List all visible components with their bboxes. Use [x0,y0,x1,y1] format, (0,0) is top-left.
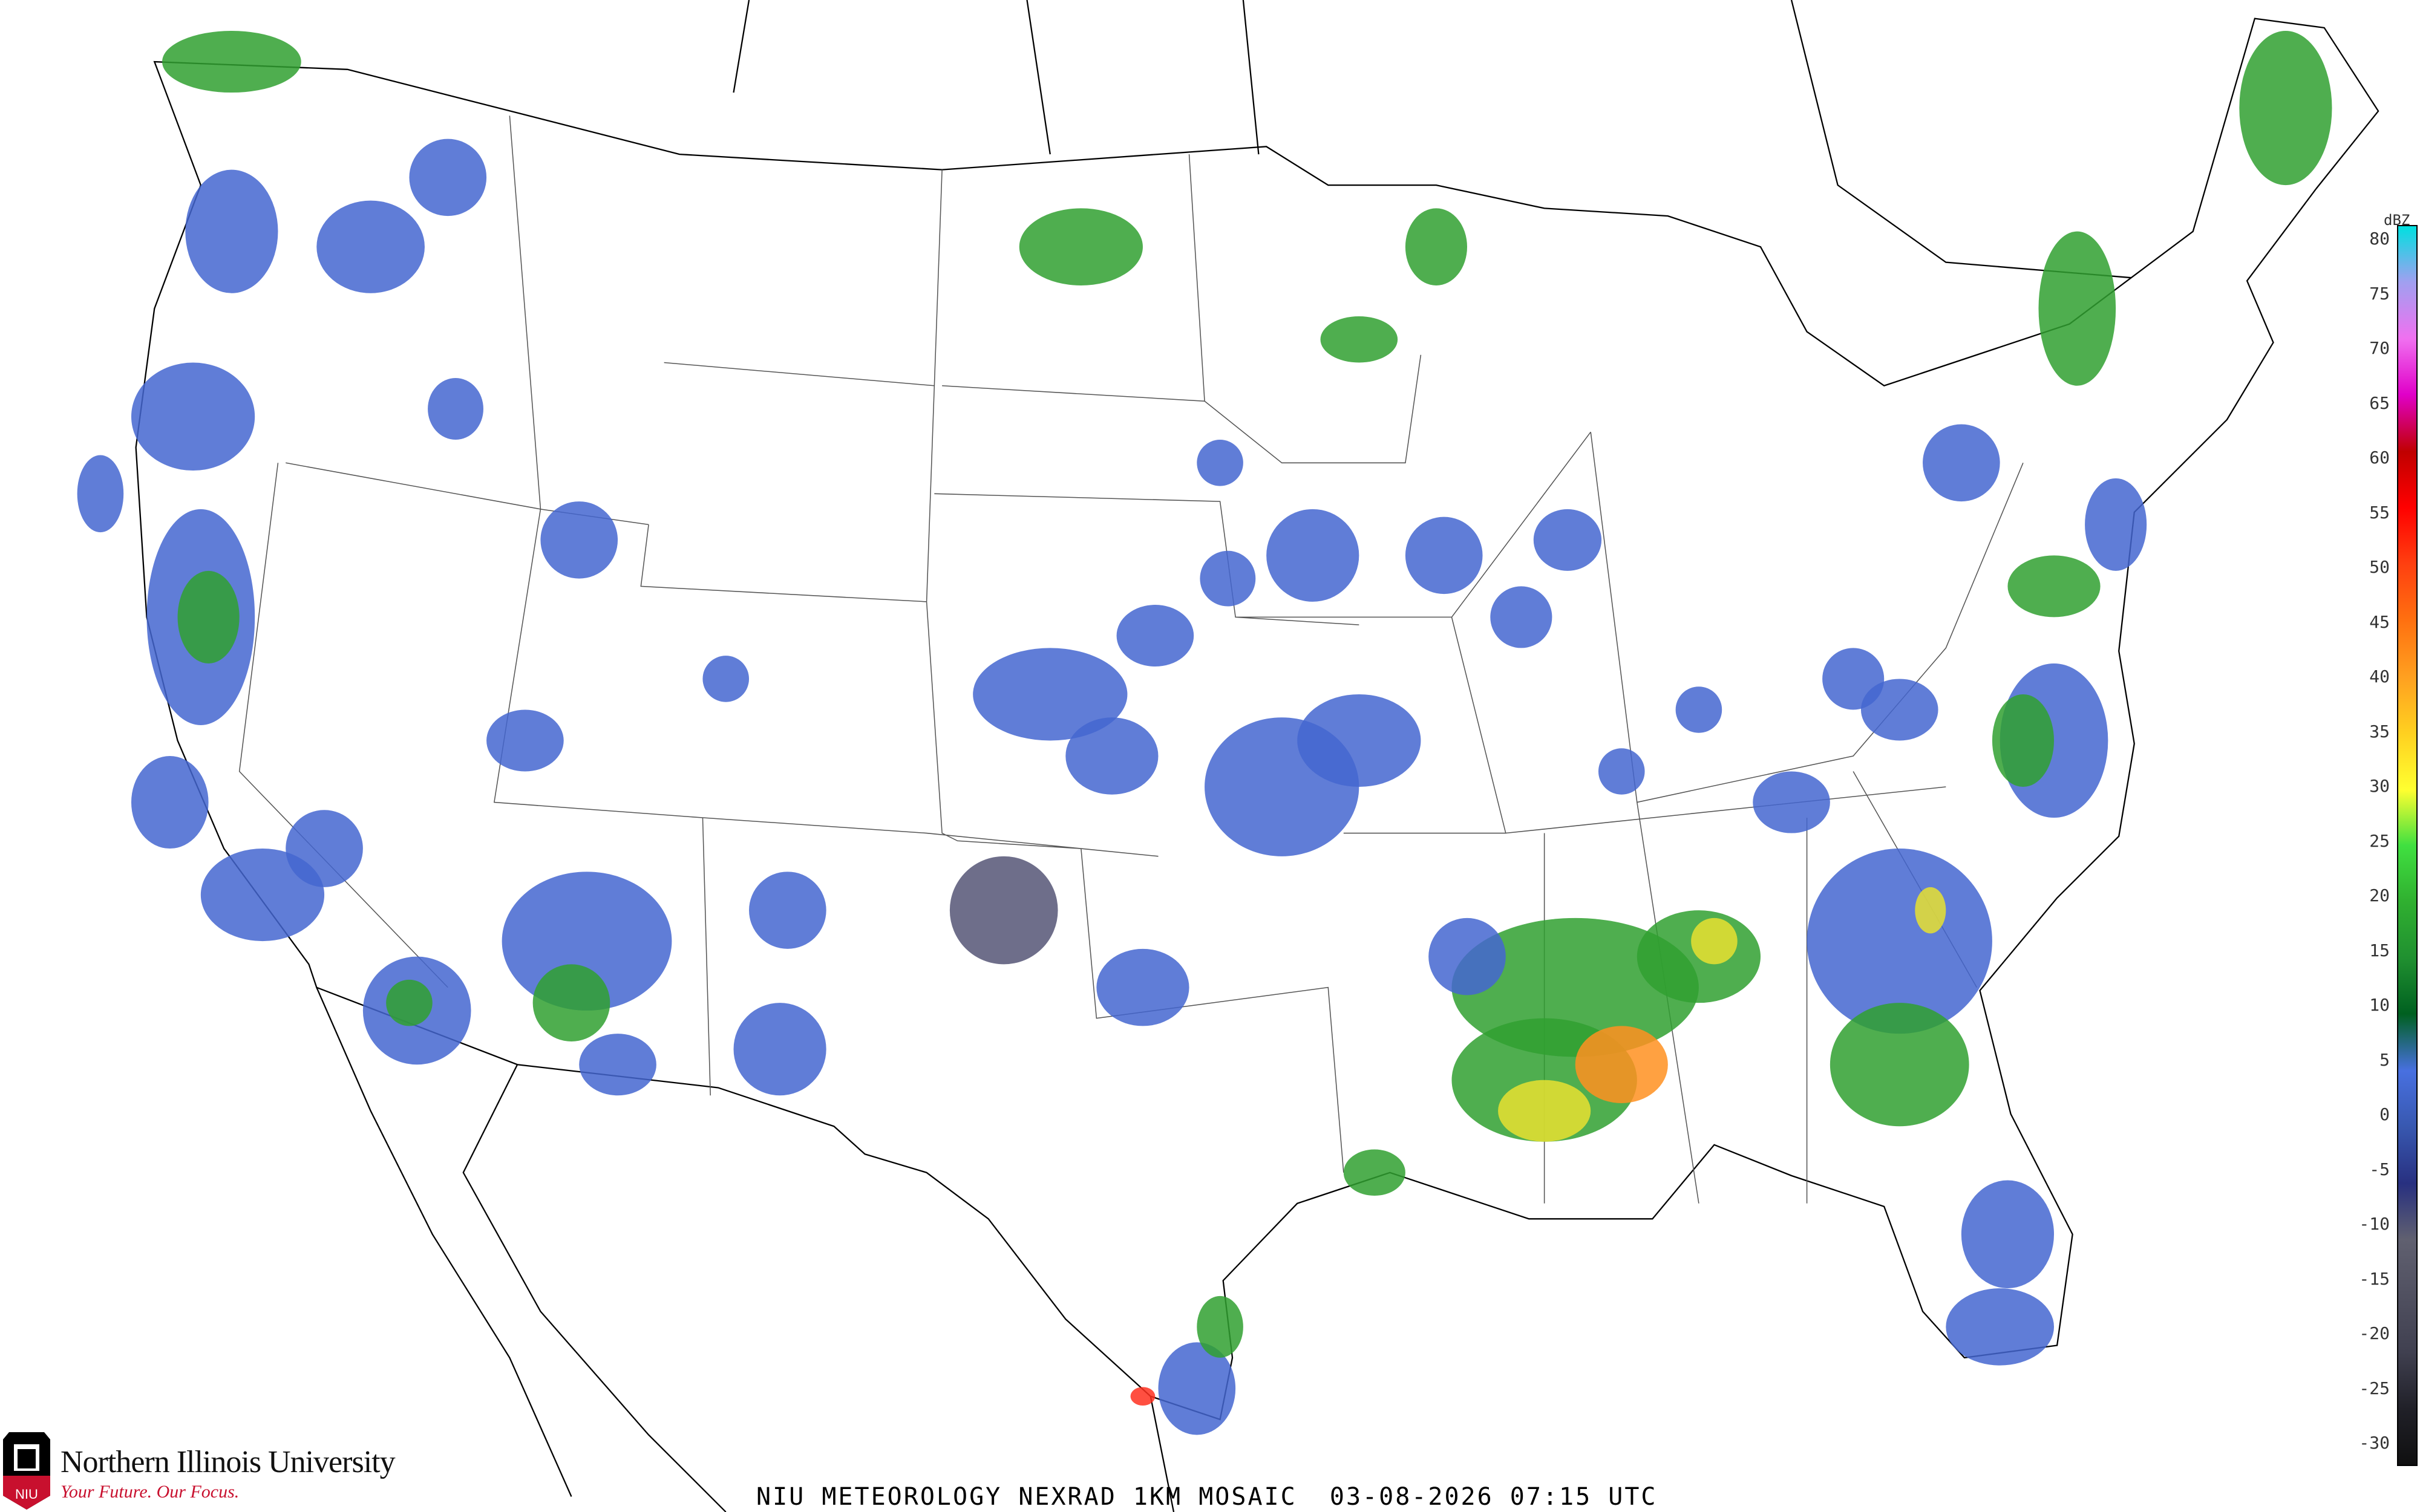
radar-echo [973,648,1128,741]
colorbar-label: 35 [2369,721,2390,741]
colorbar-label: 55 [2369,502,2390,523]
radar-echo [2085,478,2147,571]
radar-echo [1197,440,1243,486]
radar-echo [409,138,487,217]
radar-echo [2007,555,2101,618]
colorbar-label: -25 [2359,1378,2390,1398]
map-borders [135,0,2379,1512]
radar-echo [1405,516,1483,595]
radar-echo [286,810,363,887]
radar-echo [1533,509,1602,571]
radar-echo [486,709,564,772]
radar-echo [1923,424,2000,502]
radar-echo [1096,948,1189,1026]
radar-echo [1961,1180,2055,1289]
radar-echo [131,362,255,471]
radar-echo [162,31,301,93]
canada-coast [733,0,2131,279]
radar-echo [177,570,240,663]
radar-echo [1197,1295,1243,1358]
radar-echo [428,378,483,440]
colorbar-label: 80 [2369,229,2390,249]
university-tagline: Your Future. Our Focus. [60,1482,240,1502]
radar-echo [1807,849,1992,1034]
colorbar-label: 70 [2369,338,2390,358]
niu-logo: NIU Northern Illinois University Your Fu… [3,1432,427,1511]
university-name: Northern Illinois University [60,1445,396,1479]
radar-echo [540,501,618,579]
radar-echoes [77,31,2332,1435]
radar-echo [1860,679,1938,741]
svg-text:NIU: NIU [15,1487,38,1502]
colorbar-label: -15 [2359,1268,2390,1289]
niu-shield-icon: NIU [3,1432,50,1510]
radar-echo [1428,917,1506,996]
radar-echo [316,200,425,293]
radar-echo [185,169,278,293]
radar-echo [1691,917,1738,965]
mosaic-caption: NIU METEOROLOGY NEXRAD 1KM MOSAIC 03-08-… [756,1483,1658,1511]
radar-echo [1116,605,1194,667]
radar-echo [1320,316,1398,363]
reflectivity-colorbar [2397,225,2418,1466]
radar-echo [1753,771,1830,833]
radar-echo [2239,31,2332,186]
radar-echo [1490,586,1552,648]
radar-echo [1200,550,1256,607]
colorbar-label: 75 [2369,283,2390,304]
radar-echo [702,656,750,702]
colorbar-label: 20 [2369,885,2390,905]
mexico-coast [316,987,1175,1512]
radar-echo [579,1034,656,1096]
colorbar-label: 50 [2369,557,2390,577]
radar-echo [1915,887,1946,934]
radar-echo [733,1003,826,1096]
radar-echo [749,872,826,949]
radar-echo [1405,208,1468,285]
radar-echo [1598,748,1645,795]
colorbar-label: 45 [2369,611,2390,632]
colorbar-label: 65 [2369,393,2390,413]
colorbar-label: 0 [2379,1104,2390,1124]
radar-echo [1130,1387,1156,1406]
colorbar-label: 15 [2369,940,2390,960]
radar-echo [1675,686,1722,733]
radar-echo [1297,694,1421,787]
radar-echo [1575,1026,1668,1103]
us-outline [135,18,2379,1421]
radar-echo [1266,509,1359,602]
colorbar-label: 40 [2369,666,2390,686]
radar-echo [949,856,1058,965]
colorbar-label: -30 [2359,1433,2390,1453]
radar-echo [77,455,124,533]
colorbar-label: 30 [2369,776,2390,796]
radar-echo [1343,1149,1405,1196]
radar-echo [1019,208,1143,285]
radar-echo [532,964,610,1041]
colorbar-label: 10 [2369,995,2390,1015]
radar-echo [386,979,433,1026]
radar-echo [1946,1288,2055,1366]
radar-echo [1065,717,1159,795]
colorbar-label: 25 [2369,830,2390,851]
colorbar-label: 5 [2379,1049,2390,1070]
radar-echo [1830,1003,1969,1127]
colorbar-label: -5 [2369,1159,2390,1179]
radar-echo [131,756,209,849]
colorbar-label: 60 [2369,448,2390,468]
radar-echo [1498,1080,1591,1142]
colorbar-label: -20 [2359,1323,2390,1343]
radar-echo [2038,231,2116,386]
colorbar-label: -10 [2359,1214,2390,1234]
radar-echo [1992,694,2055,787]
radar-echo [1158,1342,1236,1435]
